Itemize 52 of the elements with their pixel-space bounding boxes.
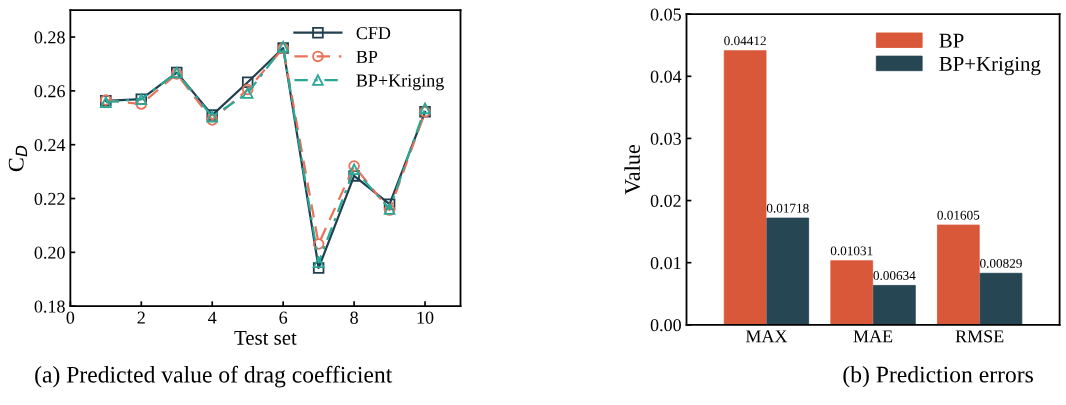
point [312,262,325,274]
y-tick-label: 0.02 [650,194,681,208]
text: (a) Predicted value of drag coefficient [35,365,393,388]
x-tick-label: 4 [208,311,217,324]
y-tick-label: 0.22 [34,192,65,206]
y-tick-label: 0.01 [650,256,681,270]
point [241,87,254,99]
point [348,170,360,182]
data-label: 0.01031 [830,246,873,256]
y-axis-title: Value [624,144,641,195]
data-label: 0.01605 [937,210,980,220]
data-label: 0.04412 [724,36,766,46]
x-tick-label: 2 [137,311,145,324]
x-tick-label: MAX [745,330,788,343]
point [312,238,325,250]
bar [979,272,1023,325]
point [206,114,218,126]
y-tick-label: 0.05 [650,8,681,21]
bar [937,224,980,325]
y-tick-label: 0.24 [34,138,66,152]
y-tick-label: 0.03 [650,132,681,145]
x-tick-label: 0 [66,311,75,324]
legend-label: CFD [356,27,391,40]
x-tick-label: 8 [350,311,358,324]
legend-label: BP+Kriging [939,56,1041,76]
y-axis-title: C$_{D}$ [8,145,28,172]
x-tick-label: RMSE [955,330,1004,343]
y-tick-label: 0.26 [34,85,65,98]
y-tick-label: 0.28 [34,31,65,44]
point [135,98,148,110]
x-tick-label: MAE [853,330,893,343]
y-tick-label: 0.00 [650,319,681,332]
point [241,76,254,89]
x-tick-label: 10 [417,311,434,324]
data-label: 0.01718 [766,203,809,213]
bar [873,285,916,325]
legend-label: BP [939,33,964,48]
x-axis-title: Test set [234,331,297,345]
bar [723,50,767,325]
y-tick-label: 0.04 [650,70,682,83]
legend-label: BP+Kriging [356,74,444,91]
legend-label: BP [356,50,378,63]
data-label: 0.00634 [873,271,916,281]
text: (b) Prediction errors [843,365,1033,388]
x-tick-label: 6 [279,311,288,324]
y-tick-label: 0.18 [34,300,65,313]
data-label: 0.00829 [980,258,1022,268]
point [312,256,325,269]
bar [766,217,810,325]
y-tick-label: 0.20 [34,246,65,259]
point [419,102,431,115]
bar [830,260,874,325]
